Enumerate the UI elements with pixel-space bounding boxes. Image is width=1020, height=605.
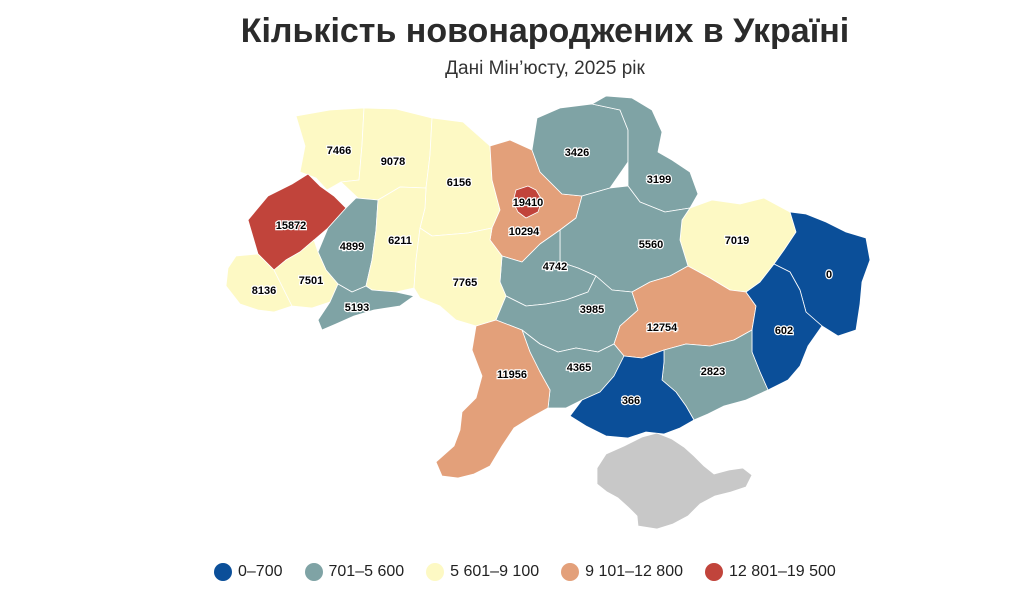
legend-swatch: [561, 563, 580, 581]
value-label-lviv: 15872: [276, 220, 307, 232]
region-odesa[interactable]: [435, 319, 551, 479]
value-label-kyiv-oblast: 10294: [509, 226, 540, 238]
legend-label: 0–700: [238, 563, 283, 580]
value-label-ivano-frankivsk: 7501: [299, 275, 323, 287]
value-label-poltava: 5560: [639, 239, 663, 251]
value-label-mykolaiv: 4365: [567, 362, 591, 374]
legend-label: 12 801–19 500: [729, 563, 836, 580]
legend-item: 12 801–19 500: [705, 563, 836, 581]
legend-item: 5 601–9 100: [426, 563, 539, 581]
region-luhansk[interactable]: [773, 211, 871, 337]
value-label-volyn: 7466: [327, 145, 351, 157]
region-kyiv-city[interactable]: [512, 185, 543, 219]
legend-swatch: [304, 563, 323, 581]
value-label-chernihiv: 3426: [565, 147, 589, 159]
legend-swatch: [214, 563, 232, 581]
value-label-khmelnytskyi: 6211: [388, 235, 412, 247]
value-label-zaporizhzhia: 2823: [701, 366, 725, 378]
value-label-zakarpattia: 8136: [252, 285, 276, 297]
legend-swatch: [426, 563, 445, 581]
region-chernivtsi[interactable]: [317, 283, 415, 331]
value-label-cherkasy: 4742: [543, 261, 567, 273]
region-sumy[interactable]: [591, 95, 699, 213]
map-subtitle: Дані Мін’юсту, 2025 рік: [445, 58, 645, 79]
value-label-zhytomyr: 6156: [447, 177, 471, 189]
value-label-kirovohrad: 3985: [580, 304, 604, 316]
map-title: Кількість новонароджених в Україні: [240, 12, 850, 50]
value-label-luhansk: 0: [826, 269, 832, 281]
legend-item: 9 101–12 800: [561, 563, 683, 581]
labels-layer: 7466 9078 6156 19410 10294 3426 3199 701…: [251, 144, 834, 408]
legend-item: 701–5 600: [304, 563, 405, 581]
value-label-dnipropetrovsk: 12754: [647, 322, 678, 334]
region-zakarpattia[interactable]: [225, 253, 293, 313]
value-label-chernivtsi: 5193: [345, 302, 369, 314]
region-kherson[interactable]: [569, 349, 695, 439]
legend-label: 701–5 600: [328, 563, 405, 580]
legend: 0–700 701–5 600 5 601–9 100 9 101–12 800…: [214, 563, 836, 581]
value-label-kyiv-city: 19410: [513, 197, 544, 209]
value-label-rivne: 9078: [381, 156, 405, 168]
value-label-vinnytsia: 7765: [453, 277, 477, 289]
value-label-kharkiv: 7019: [725, 235, 749, 247]
region-ivano-frankivsk[interactable]: [273, 239, 339, 309]
region-crimea: [596, 432, 753, 530]
value-label-odesa: 11956: [497, 369, 527, 381]
legend-swatch: [705, 563, 723, 581]
value-label-sumy: 3199: [647, 174, 671, 186]
value-label-kherson: 366: [622, 395, 640, 407]
legend-item: 0–700: [214, 563, 283, 581]
legend-label: 9 101–12 800: [585, 563, 683, 580]
legend-label: 5 601–9 100: [450, 563, 540, 580]
regions-layer: [225, 95, 871, 530]
value-label-donetsk: 602: [775, 325, 793, 337]
value-label-ternopil: 4899: [340, 241, 364, 253]
